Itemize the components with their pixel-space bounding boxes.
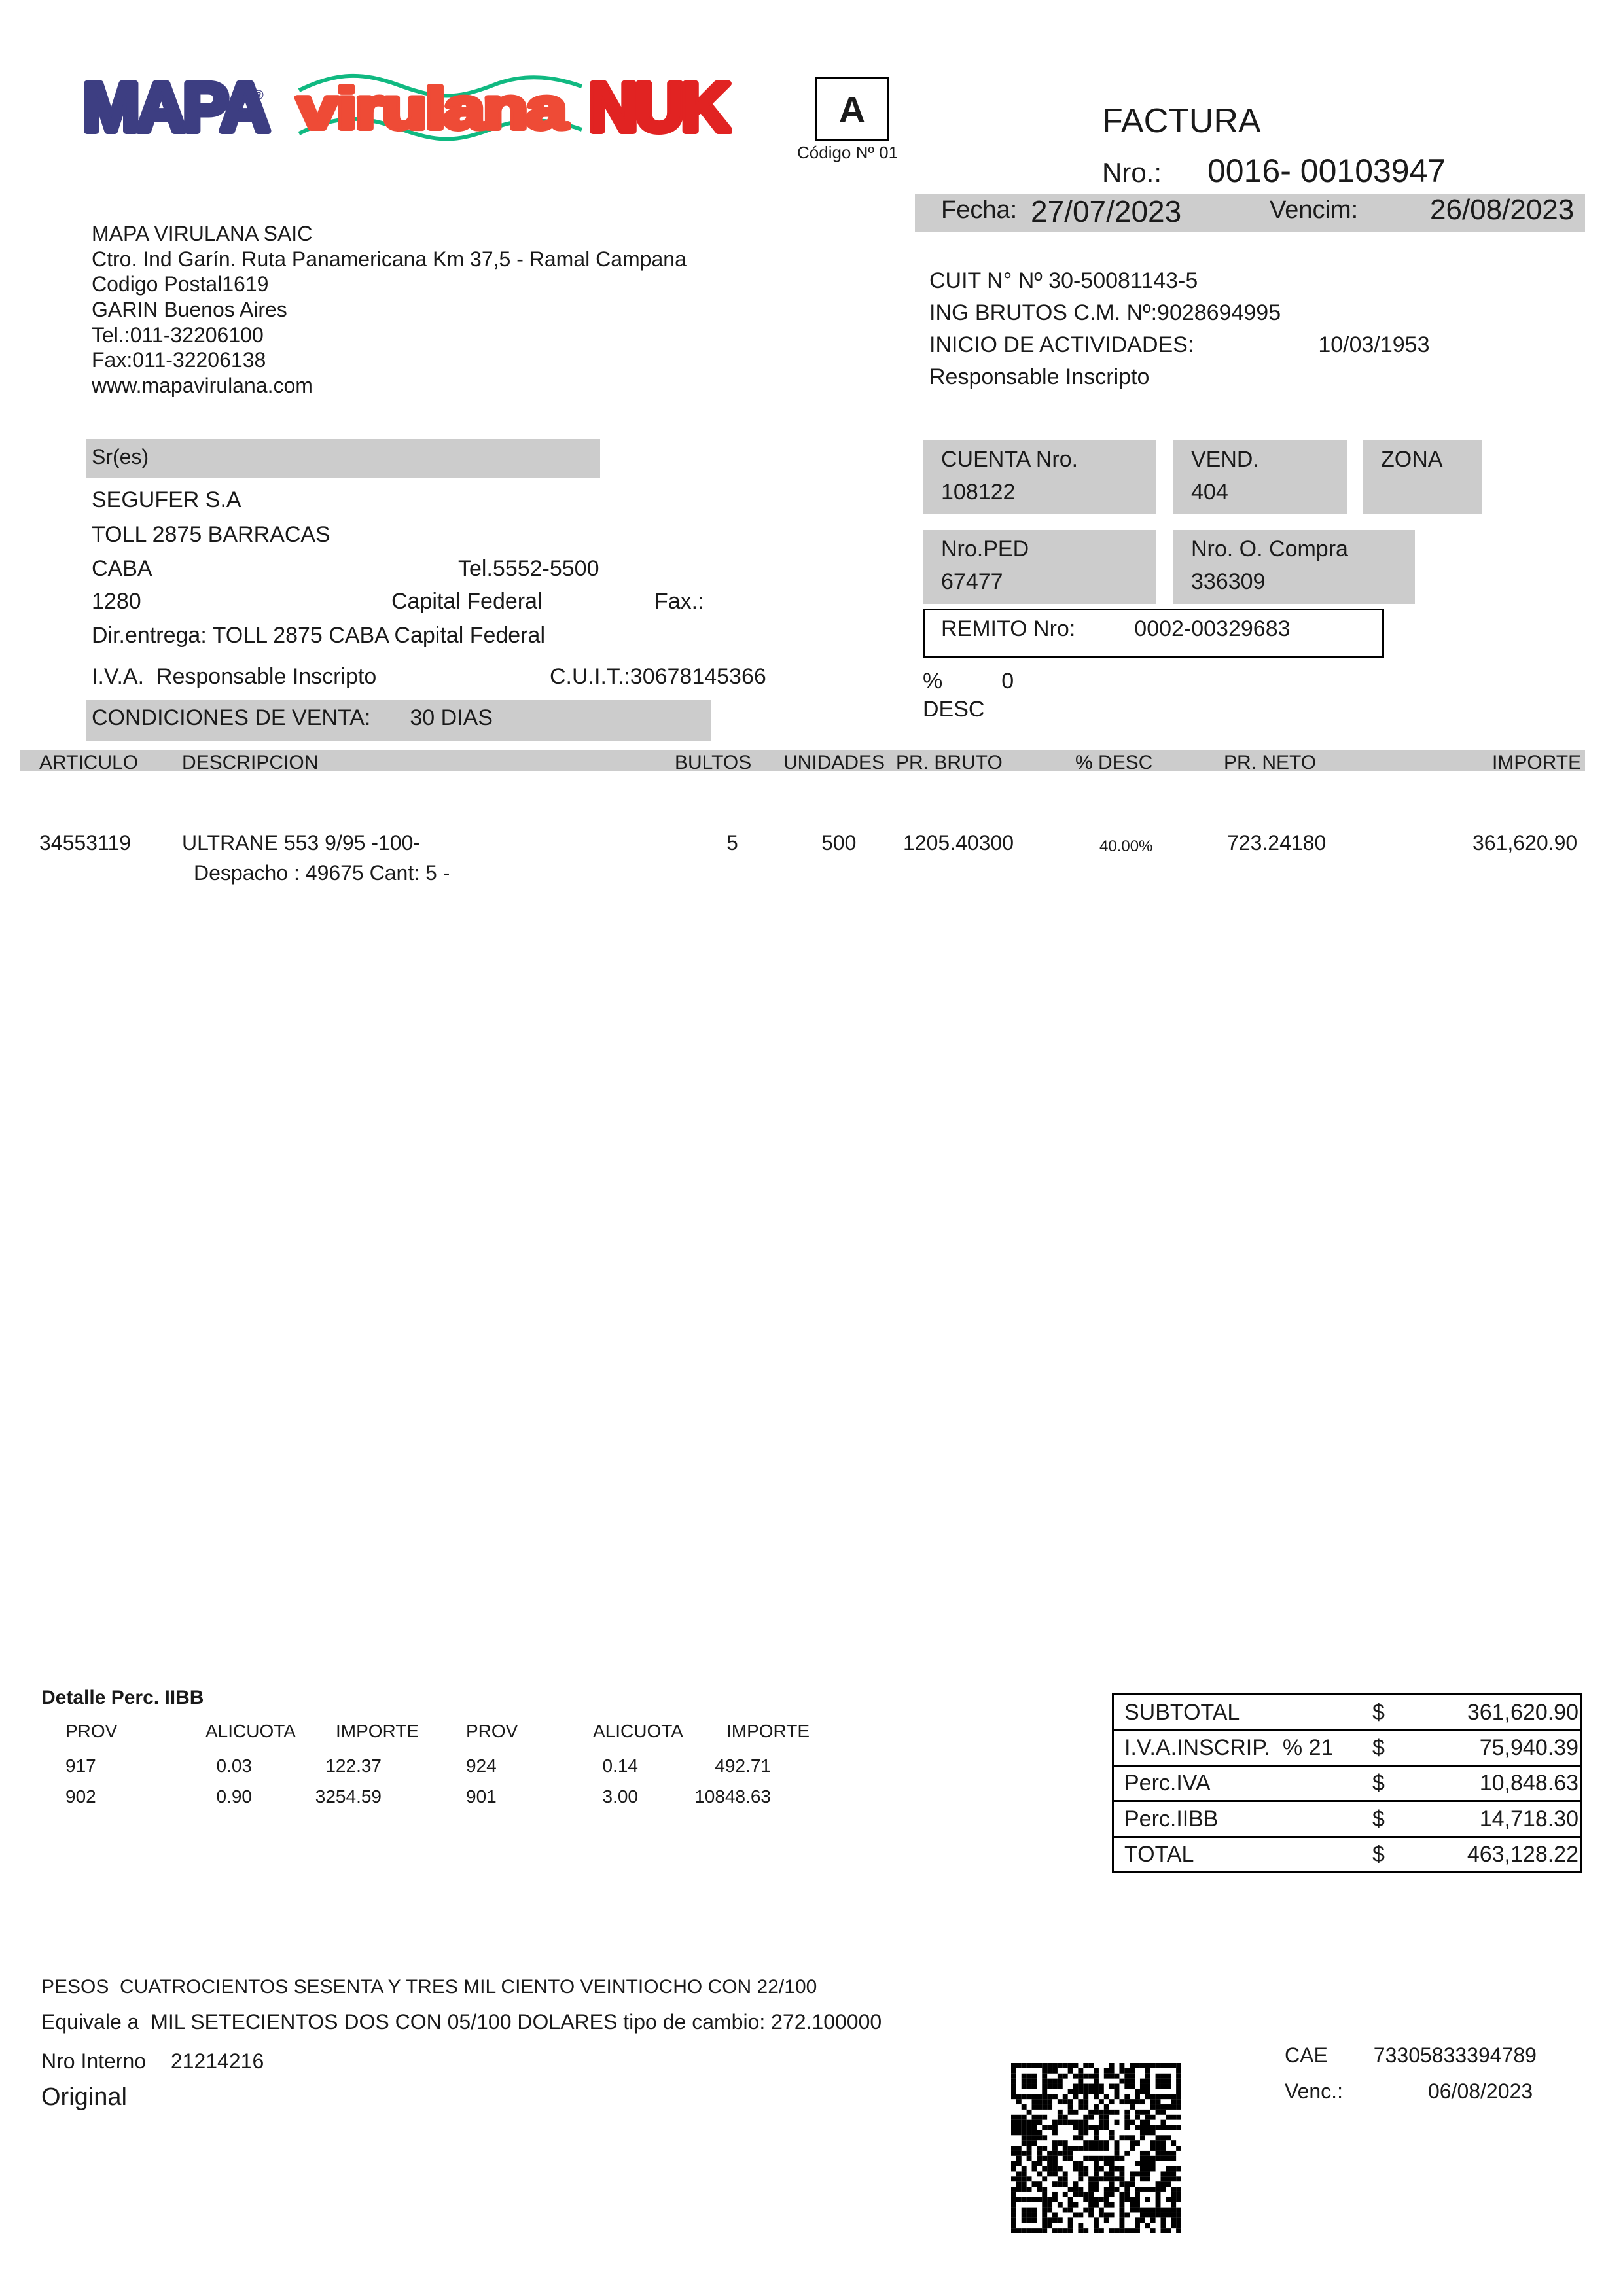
svg-text:MAPA: MAPA xyxy=(82,79,269,141)
svg-text:virulana: virulana xyxy=(297,76,568,141)
svg-text:®: ® xyxy=(708,88,718,103)
svg-text:®: ® xyxy=(254,88,264,103)
